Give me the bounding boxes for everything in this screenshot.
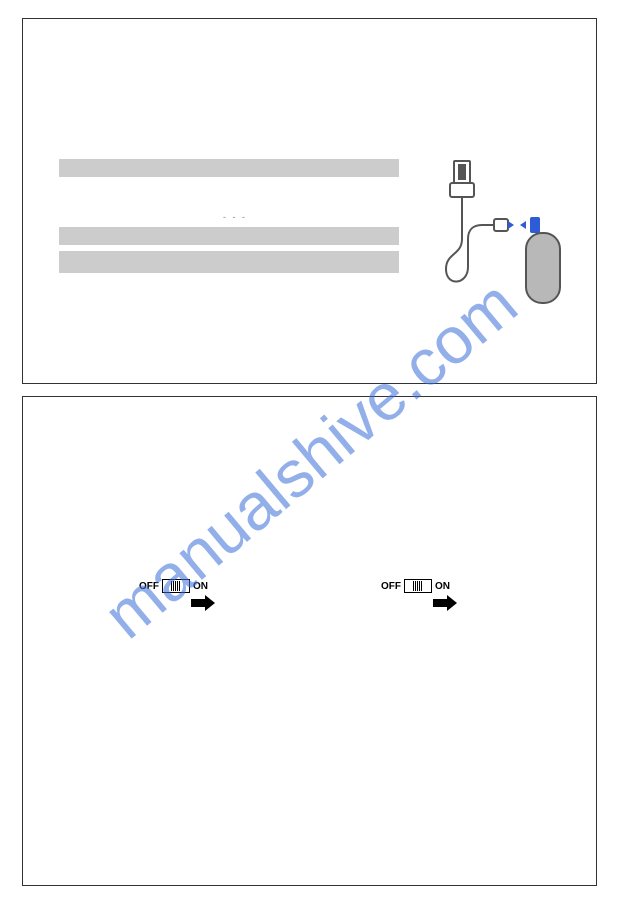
usb-battery-diagram — [416, 159, 576, 329]
on-label: ON — [435, 581, 450, 592]
bottom-panel: OFF ON OFF ON — [22, 396, 597, 886]
power-switch: OFF ON — [381, 579, 450, 593]
power-switch: OFF ON — [139, 579, 208, 593]
top-panel: - - - — [22, 18, 597, 384]
page-break-marks: - - - — [223, 212, 247, 222]
off-label: OFF — [139, 581, 159, 592]
gray-bar — [59, 251, 399, 273]
off-label: OFF — [381, 581, 401, 592]
switch-icon — [404, 579, 432, 593]
on-label: ON — [193, 581, 208, 592]
switch-icon — [162, 579, 190, 593]
gray-bar — [59, 159, 399, 177]
gray-bar — [59, 227, 399, 245]
